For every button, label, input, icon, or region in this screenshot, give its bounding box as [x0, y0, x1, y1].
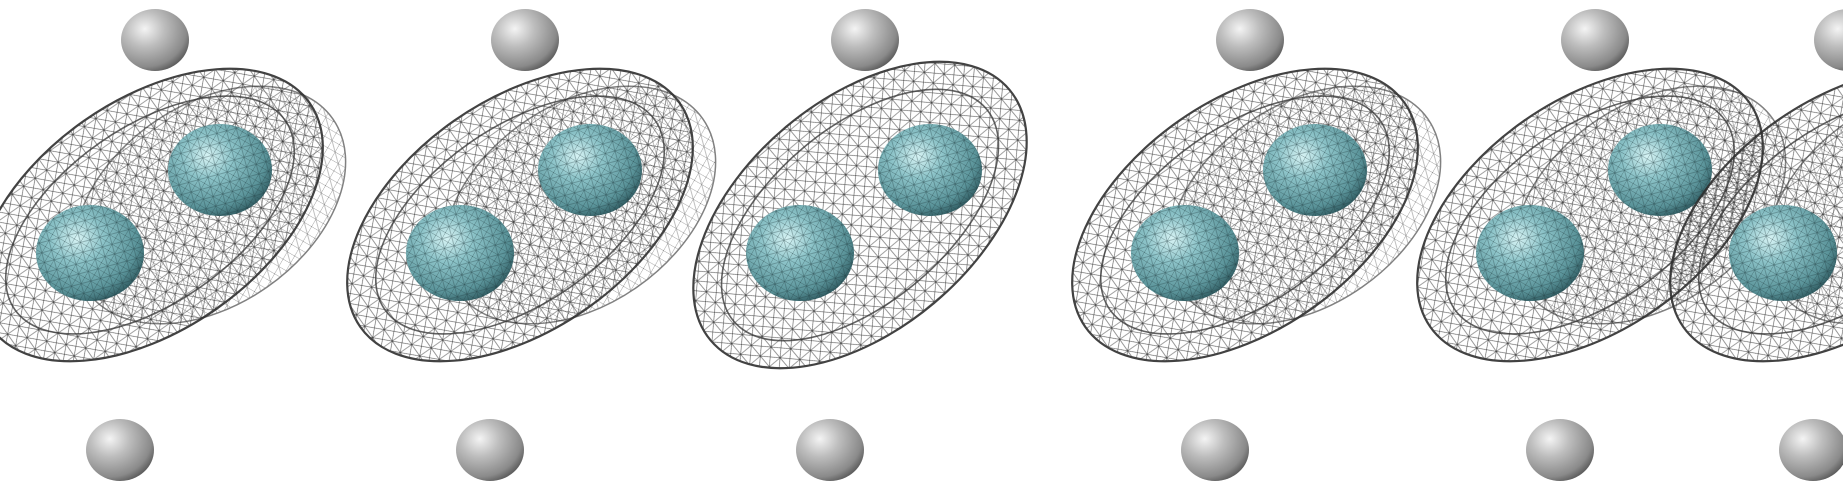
- molecule: [1071, 9, 1442, 481]
- heavy-atom-mesh: [1729, 205, 1837, 301]
- molecule: [692, 9, 1028, 481]
- hydrogen-atom: [1181, 419, 1249, 481]
- heavy-atom-mesh: [1608, 124, 1712, 216]
- hydrogen-atom: [456, 419, 524, 481]
- heavy-atom-mesh: [1263, 124, 1367, 216]
- orbital-inner-shell: [4, 95, 296, 335]
- hydrogen-atom: [796, 419, 864, 481]
- hydrogen-atom: [1779, 419, 1843, 481]
- hydrogen-atom: [1216, 9, 1284, 71]
- hydrogen-atom: [831, 9, 899, 71]
- heavy-atom-mesh: [168, 124, 272, 216]
- orbital-inner-shell: [374, 95, 666, 335]
- heavy-atom-mesh: [36, 205, 144, 301]
- heavy-atom-mesh: [538, 124, 642, 216]
- hydrogen-atom: [121, 9, 189, 71]
- orbital-inner-shell: [1444, 95, 1736, 335]
- hydrogen-atom: [1561, 9, 1629, 71]
- orbital-inner-shell: [1697, 95, 1843, 335]
- molecule: [0, 9, 347, 481]
- molecule: [1669, 9, 1843, 481]
- heavy-atom-mesh: [1131, 205, 1239, 301]
- orbital-inner-shell: [1099, 95, 1391, 335]
- orbital-inner-shell: [720, 88, 1000, 342]
- hydrogen-atom: [86, 419, 154, 481]
- heavy-atom-mesh: [406, 205, 514, 301]
- heavy-atom-mesh: [878, 124, 982, 216]
- molecule-chain: [0, 9, 1843, 481]
- hydrogen-atom: [491, 9, 559, 71]
- hydrogen-atom: [1814, 9, 1843, 71]
- heavy-atom-mesh: [746, 205, 854, 301]
- molecule: [346, 9, 717, 481]
- hydrogen-atom: [1526, 419, 1594, 481]
- heavy-atom-mesh: [1476, 205, 1584, 301]
